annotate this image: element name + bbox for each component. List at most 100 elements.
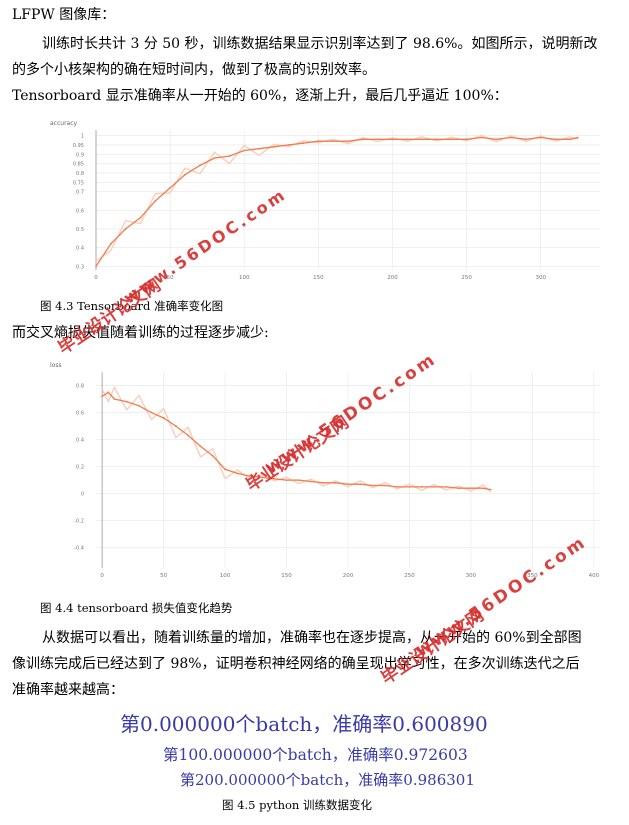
data-point	[187, 434, 190, 437]
data-point	[236, 472, 239, 475]
data-point	[310, 480, 313, 483]
data-point	[109, 242, 112, 245]
data-point	[334, 481, 337, 484]
data-point	[445, 485, 448, 488]
data-point	[465, 138, 468, 141]
x-tick-label: 100	[220, 573, 231, 579]
figure-caption-4-5: 图 4.5 python 训练数据变化	[222, 798, 372, 812]
data-point	[510, 136, 512, 139]
x-tick-label: 300	[466, 573, 477, 579]
data-point	[138, 404, 140, 407]
paragraph-heading-lfpw: LFPW 图像库：	[12, 7, 116, 23]
data-point	[175, 425, 177, 427]
data-point	[302, 142, 305, 144]
x-tick-label: 50	[160, 573, 167, 579]
y-tick-label: 0.8	[76, 171, 84, 177]
data-point	[470, 487, 472, 490]
data-point	[198, 164, 201, 167]
data-point	[420, 485, 423, 488]
series-line	[101, 391, 491, 491]
data-point	[406, 138, 409, 141]
loss-chart-svg: loss -0.4 -0.2 0 0.2 0.4 0.6 0.8 0 50 100 150 200 250…	[50, 362, 600, 579]
y-tick-label: 0.6	[76, 208, 84, 214]
x-tick-label: 0	[100, 573, 104, 579]
paragraph-line: 而交叉熵损失值随着训练的过程逐步减少:	[12, 325, 269, 341]
accuracy-chart: accuracy 0.3 0.4 0.5 0.6 0.7 0.75 0.8 0.85 0.9 0.9…	[40, 112, 608, 292]
data-point	[184, 173, 186, 176]
data-point	[569, 138, 572, 141]
x-tick-label: 350	[527, 573, 538, 579]
data-point	[125, 400, 128, 403]
output-line-batch-100: 第100.000000个batch，准确率0.972603	[163, 746, 468, 764]
accuracy-chart-svg: accuracy 0.3 0.4 0.5 0.6 0.7 0.75 0.8 0.85 0.9 0.9…	[50, 120, 600, 281]
x-tick-label: 200	[343, 573, 354, 579]
data-point	[139, 216, 142, 219]
data-point	[95, 265, 97, 268]
series-line	[95, 136, 578, 267]
data-point	[361, 138, 364, 141]
y-tick-label: 0.85	[73, 162, 84, 168]
data-point	[162, 417, 165, 419]
figure-caption-4-4: 图 4.4 tensorboard 损失值变化趋势	[40, 601, 233, 615]
output-line-batch-200: 第200.000000个batch，准确率0.986301	[180, 771, 475, 789]
data-point	[154, 200, 157, 202]
data-point	[391, 138, 394, 141]
data-point	[287, 144, 290, 146]
data-point	[248, 475, 251, 477]
x-tick-label: 0	[94, 275, 98, 281]
y-tick-label: 0.7	[76, 190, 84, 196]
y-tick-label: 1	[81, 134, 84, 140]
x-tick-label: 300	[535, 275, 546, 281]
data-point	[495, 138, 498, 141]
data-point	[383, 484, 386, 487]
x-tick-label: 250	[461, 275, 472, 281]
data-point	[524, 138, 527, 141]
data-point	[450, 138, 453, 141]
figure-caption-4-3: 图 4.3 Tensorboard 准确率变化图	[40, 299, 224, 313]
data-point	[482, 487, 485, 490]
paragraph-line: Tensorboard 显示准确率从一开始的 60%，逐渐上升，最后几乎逼近 1…	[12, 88, 508, 104]
data-point	[408, 485, 411, 488]
data-point	[150, 411, 153, 414]
data-point	[421, 138, 424, 141]
chart-title: loss	[50, 362, 62, 369]
paragraph-line: 的多个小核架构的确在短时间内，做到了极高的识别效率。	[12, 62, 376, 78]
data-point	[285, 479, 288, 482]
y-tick-label: 0.4	[76, 438, 84, 444]
data-point	[243, 149, 246, 152]
x-tick-label: 100	[239, 275, 250, 281]
data-point	[199, 445, 202, 448]
data-point	[261, 476, 263, 479]
data-point	[554, 138, 557, 141]
x-tick-label: 200	[387, 275, 398, 281]
data-point	[107, 391, 110, 394]
chart-title: accuracy	[50, 120, 78, 127]
data-point	[169, 186, 172, 189]
data-point	[347, 483, 349, 486]
data-point	[224, 468, 226, 471]
data-point	[433, 485, 435, 488]
y-tick-label: 0.3	[76, 264, 84, 270]
data-point	[228, 155, 231, 158]
data-point	[322, 481, 325, 484]
x-tick-label: 50	[167, 275, 174, 281]
paragraph-line: 准确率越来越高：	[12, 682, 124, 698]
data-point	[272, 145, 275, 148]
data-point	[211, 454, 214, 457]
y-tick-label: 0.2	[76, 465, 84, 471]
data-point	[124, 228, 127, 230]
paragraph-line: 训练时长共计 3 分 50 秒，训练数据结果显示识别率达到了 98.6%。如图所…	[42, 36, 598, 52]
y-tick-label: 0.8	[76, 384, 84, 390]
data-point	[213, 157, 216, 159]
y-tick-label: 0.5	[76, 227, 84, 233]
data-point	[258, 147, 260, 150]
data-point	[332, 140, 335, 143]
x-tick-label: 400	[589, 573, 600, 579]
data-point	[376, 138, 379, 141]
data-point	[576, 136, 579, 139]
paragraph-line: 像训练完成后已经达到了 98%，证明卷积神经网络的确呈现出学习性，在多次训练迭代…	[12, 656, 580, 672]
data-point	[317, 140, 320, 143]
data-point	[359, 483, 362, 486]
data-point	[101, 395, 104, 398]
y-tick-label: 0.4	[76, 246, 84, 252]
